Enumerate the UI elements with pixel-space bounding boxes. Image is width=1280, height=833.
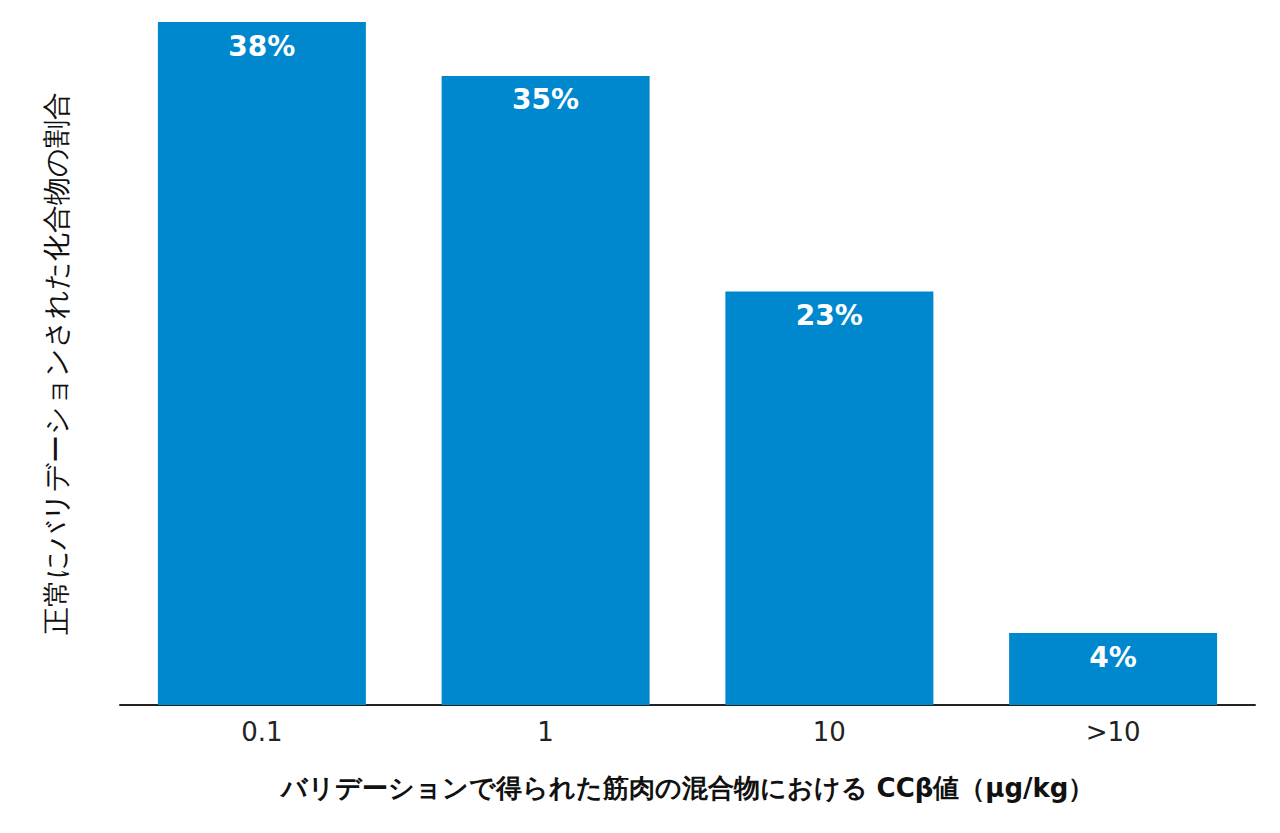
svg-text:1: 1 [537,717,554,747]
svg-text:正常にバリデーションされた化合物の割合: 正常にバリデーションされた化合物の割合 [40,92,73,635]
svg-text:4%: 4% [1089,641,1137,674]
svg-text:23%: 23% [796,299,863,332]
svg-text:35%: 35% [512,83,579,116]
svg-text:0.1: 0.1 [241,717,282,747]
svg-text:バリデーションで得られた筋肉の混合物における CCβ値（μg: バリデーションで得られた筋肉の混合物における CCβ値（μg/kg） [279,773,1095,803]
svg-text:10: 10 [813,717,846,747]
svg-text:38%: 38% [228,30,295,63]
svg-text:>10: >10 [1086,717,1141,747]
